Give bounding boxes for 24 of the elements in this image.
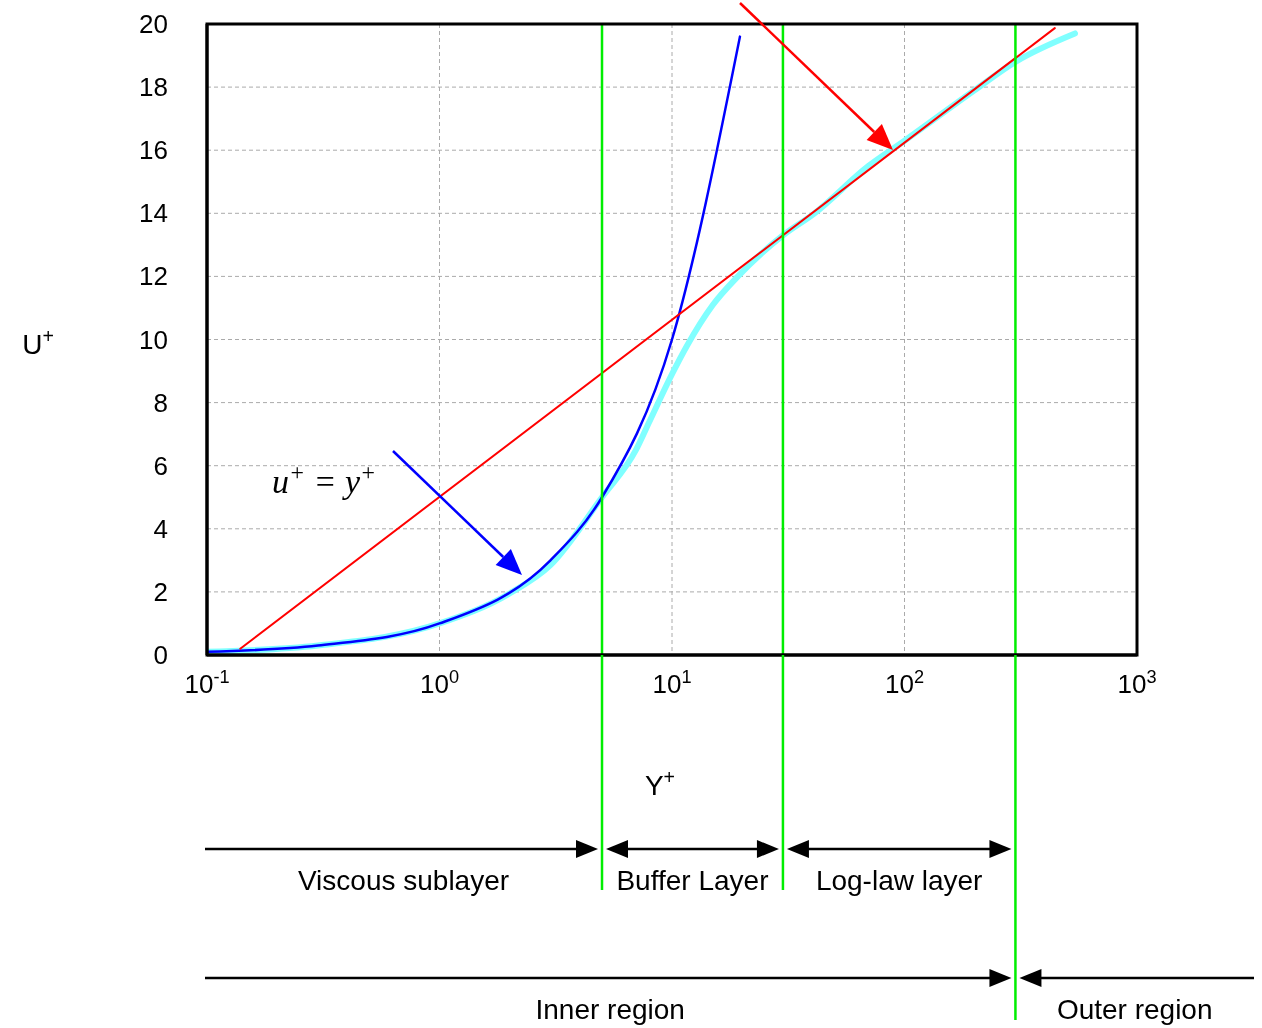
y-tick-label: 20 — [139, 9, 168, 39]
x-axis-title: Y$^{+}$ — [644, 766, 676, 801]
x-tick-label: 10$^{-1}$ — [184, 667, 230, 699]
text: Viscous sublayer — [296, 864, 511, 898]
y-tick-label: 14 — [139, 198, 168, 229]
y-tick-label: 16 — [139, 135, 168, 166]
text: Log-law layer — [814, 864, 984, 898]
y-tick-label: 8 — [153, 387, 168, 418]
x-tick-label: 10$^{1}$ — [652, 667, 692, 699]
y-tick-label: 4 — [153, 513, 168, 544]
x-tick-label: 10$^{0}$ — [419, 667, 460, 699]
x-tick-label: 10$^{3}$ — [1117, 667, 1157, 699]
annotation: u$^{+}$ = y$^{+}$ — [272, 459, 377, 500]
y-tick-label: 2 — [153, 576, 168, 607]
x-tick-label: 10$^{2}$ — [884, 667, 925, 699]
y-axis-title: U$^{+}$ — [22, 325, 54, 360]
text: Buffer Layer — [615, 864, 770, 898]
y-tick-label: 10 — [139, 324, 168, 355]
text: Outer region — [1055, 993, 1214, 1027]
y-tick-label: 12 — [139, 261, 168, 292]
y-tick-label: 6 — [153, 450, 168, 481]
y-tick-label: 18 — [139, 72, 168, 103]
text: Inner region — [534, 993, 686, 1027]
y-tick-label: 0 — [153, 640, 168, 670]
